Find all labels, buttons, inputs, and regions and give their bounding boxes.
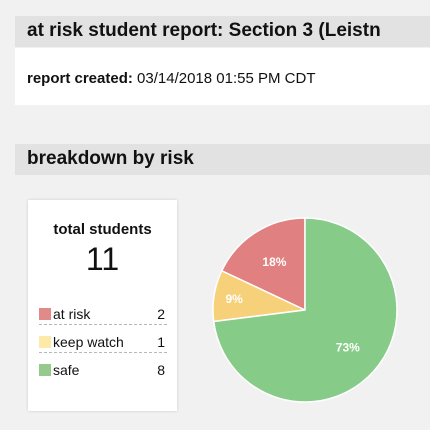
keep-watch-swatch (39, 336, 51, 348)
legend-count: 8 (157, 362, 165, 378)
risk-pie-chart: 18% 9% 73% (212, 217, 398, 403)
legend-count: 1 (157, 334, 165, 350)
report-created-label: report created: (27, 70, 133, 87)
report-title: at risk student report: Section 3 (Leist… (15, 16, 430, 47)
report-info-panel: report created: 03/14/2018 01:55 PM CDT (15, 48, 430, 105)
pie-slice-at-risk[interactable] (220, 217, 306, 312)
summary-card: total students 11 at risk 2 keep watch 1… (28, 200, 177, 411)
legend-label: safe (53, 362, 80, 378)
breakdown-title: breakdown by risk (15, 144, 430, 175)
pie-label-safe: 73% (336, 341, 360, 355)
legend-count: 2 (157, 306, 165, 322)
pie-slice-safe[interactable] (212, 217, 398, 403)
pie-label-at-risk: 18% (262, 255, 286, 269)
legend-label: keep watch (53, 334, 124, 350)
legend-label: at risk (53, 306, 91, 322)
legend-row-at-risk[interactable]: at risk 2 (39, 303, 167, 325)
legend-row-safe[interactable]: safe 8 (39, 359, 167, 381)
at-risk-swatch (39, 308, 51, 320)
total-students-value: 11 (85, 241, 120, 277)
report-created-value: 03/14/2018 01:55 PM CDT (137, 70, 316, 87)
pie-label-keep-watch: 9% (225, 292, 243, 306)
legend-row-keep-watch[interactable]: keep watch 1 (39, 331, 167, 353)
report-created-line: report created: 03/14/2018 01:55 PM CDT (27, 70, 316, 87)
safe-swatch (39, 364, 51, 376)
total-students-label: total students (53, 221, 152, 238)
